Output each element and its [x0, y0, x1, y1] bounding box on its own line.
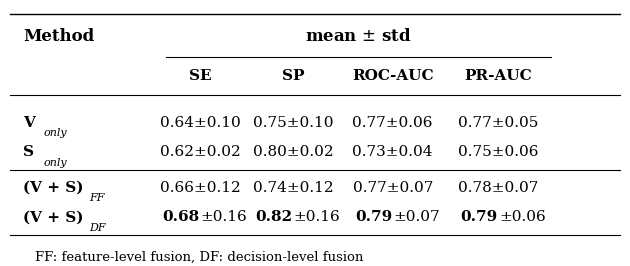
Text: 0.77±0.07: 0.77±0.07 — [353, 181, 433, 195]
Text: 0.77±0.05: 0.77±0.05 — [458, 116, 539, 130]
Text: ±0.16: ±0.16 — [294, 210, 341, 224]
Text: ±0.06: ±0.06 — [499, 210, 546, 224]
Text: 0.74±0.12: 0.74±0.12 — [253, 181, 333, 195]
Text: S: S — [23, 145, 34, 159]
Text: 0.79: 0.79 — [355, 210, 392, 224]
Text: 0.62±0.02: 0.62±0.02 — [159, 145, 241, 159]
Text: FF: feature-level fusion, DF: decision-level fusion: FF: feature-level fusion, DF: decision-l… — [35, 251, 364, 264]
Text: 0.82: 0.82 — [256, 210, 292, 224]
Text: (V + S): (V + S) — [23, 181, 83, 195]
Text: 0.64±0.10: 0.64±0.10 — [159, 116, 241, 130]
Text: 0.78±0.07: 0.78±0.07 — [458, 181, 539, 195]
Text: 0.66±0.12: 0.66±0.12 — [159, 181, 241, 195]
Text: only: only — [43, 158, 67, 168]
Text: 0.73±0.04: 0.73±0.04 — [352, 145, 433, 159]
Text: 0.68: 0.68 — [162, 210, 199, 224]
Text: 0.80±0.02: 0.80±0.02 — [253, 145, 333, 159]
Text: ±0.16: ±0.16 — [200, 210, 248, 224]
Text: DF: DF — [89, 223, 106, 233]
Text: FF: FF — [89, 193, 105, 203]
Text: V: V — [23, 116, 35, 130]
Text: (V + S): (V + S) — [23, 210, 83, 224]
Text: ROC-AUC: ROC-AUC — [352, 69, 433, 84]
Text: Method: Method — [23, 28, 94, 45]
Text: SE: SE — [188, 69, 211, 84]
Text: PR-AUC: PR-AUC — [464, 69, 532, 84]
Text: 0.75±0.10: 0.75±0.10 — [253, 116, 333, 130]
Text: 0.77±0.06: 0.77±0.06 — [352, 116, 433, 130]
Text: ±0.07: ±0.07 — [393, 210, 440, 224]
Text: only: only — [43, 128, 67, 138]
Text: 0.79: 0.79 — [461, 210, 498, 224]
Text: mean $\pm$ std: mean $\pm$ std — [305, 28, 412, 45]
Text: 0.75±0.06: 0.75±0.06 — [458, 145, 539, 159]
Text: SP: SP — [282, 69, 304, 84]
